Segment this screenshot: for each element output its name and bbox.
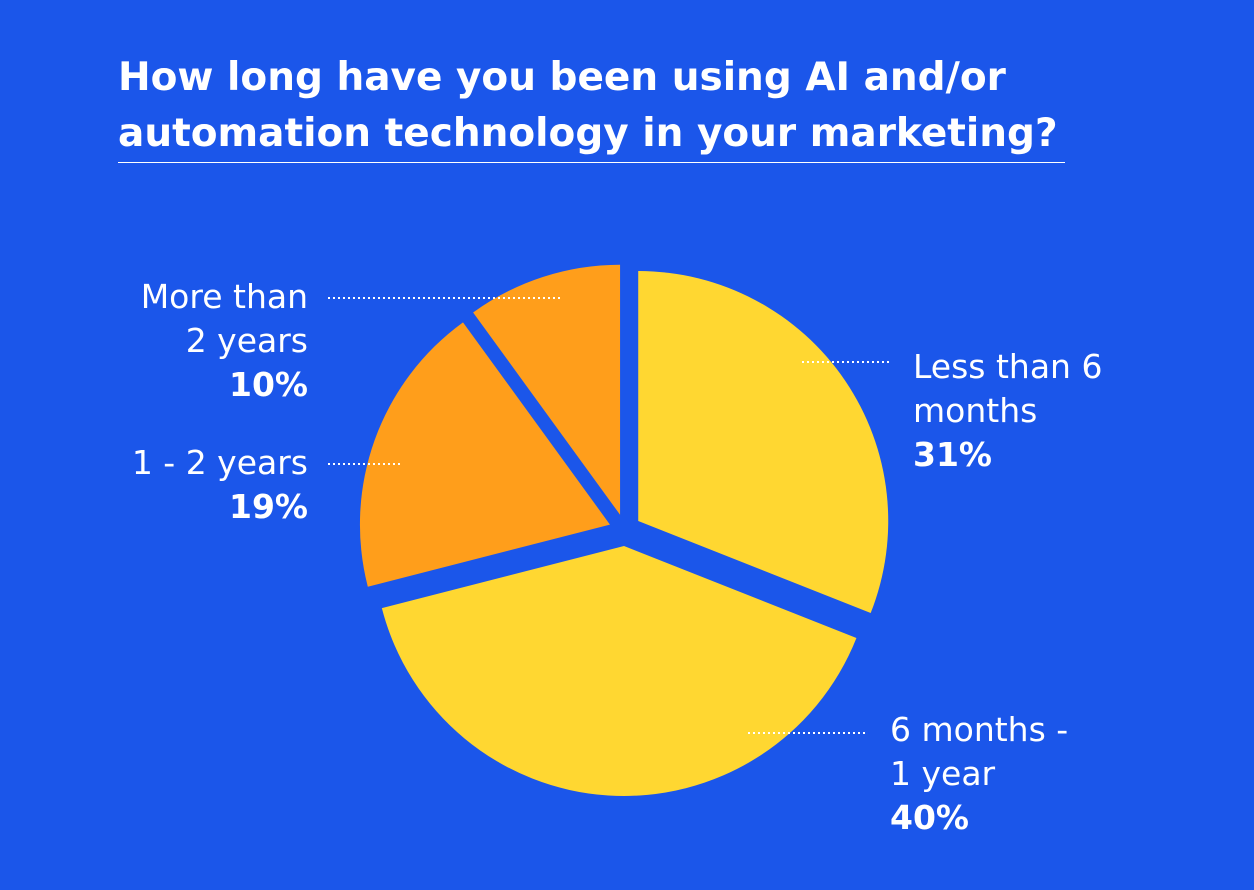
slice-label: 6 months - 1 year 40% xyxy=(890,708,1090,840)
pie-slice xyxy=(473,264,621,515)
chart-title: How long have you been using AI and/or a… xyxy=(118,55,1058,156)
category-label: 1 - 2 years xyxy=(131,443,308,482)
value-label: 31% xyxy=(913,435,992,474)
pie-slice xyxy=(359,322,610,587)
slice-label: More than 2 years 10% xyxy=(123,275,308,407)
title-rule xyxy=(118,162,1065,163)
category-label: Less than 6 months xyxy=(913,347,1103,430)
value-label: 10% xyxy=(229,365,308,404)
category-label: More than 2 years xyxy=(140,277,308,360)
category-label: 6 months - 1 year xyxy=(890,710,1069,793)
slice-label: Less than 6 months 31% xyxy=(913,345,1103,477)
pie-slice xyxy=(638,271,889,614)
value-label: 40% xyxy=(890,798,969,837)
pie-slice xyxy=(381,545,857,796)
slice-label: 1 - 2 years 19% xyxy=(123,441,308,529)
value-label: 19% xyxy=(229,487,308,526)
